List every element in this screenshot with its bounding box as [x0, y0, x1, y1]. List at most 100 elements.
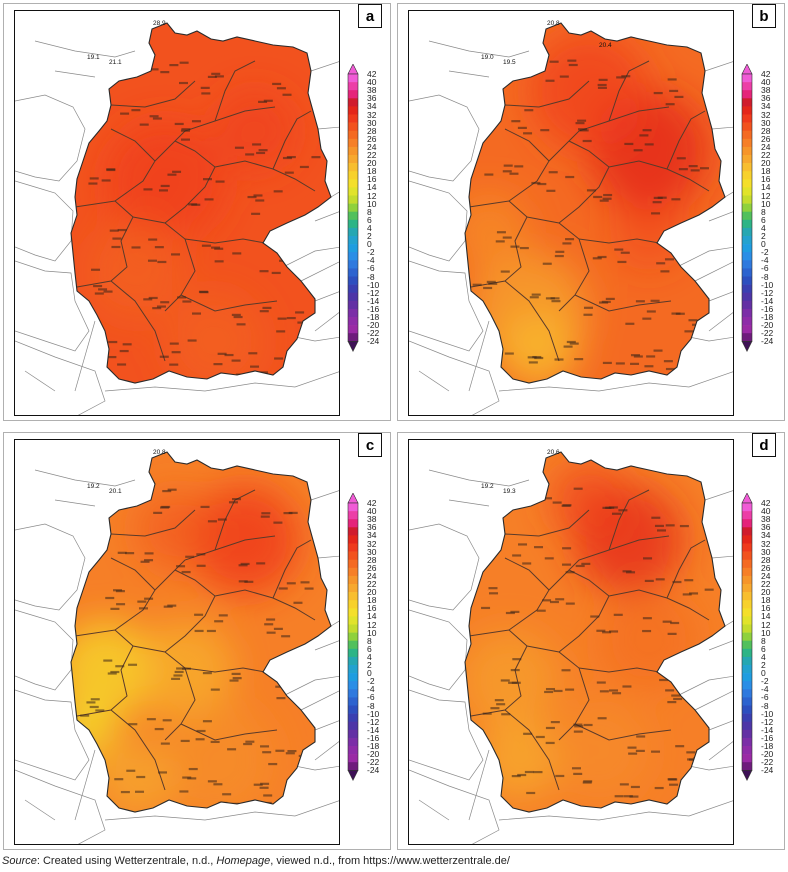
legend-swatch [742, 746, 752, 755]
station-reading [688, 319, 698, 322]
station-reading [111, 245, 121, 249]
map-frame: 19.1 21.1 28.9 [14, 10, 340, 416]
station-reading [549, 600, 559, 604]
legend-tick-label: -14 [761, 724, 774, 735]
station-reading [210, 740, 220, 744]
legend-tick-label: 8 [367, 206, 372, 217]
station-reading [481, 606, 491, 610]
legend-tick-label: 40 [367, 77, 377, 88]
state-border [272, 539, 312, 599]
legend-swatch [348, 608, 358, 617]
legend-swatch [348, 689, 358, 698]
legend-tick-label: -14 [761, 295, 774, 306]
legend-tick-label: -6 [761, 263, 769, 274]
station-reading [629, 795, 639, 798]
station-reading [582, 781, 592, 784]
station-reading [152, 117, 162, 120]
station-markers [80, 488, 314, 805]
station-reading [510, 245, 520, 248]
station-reading [284, 171, 294, 174]
station-reading [263, 794, 273, 797]
station-reading [526, 791, 536, 795]
station-reading [283, 512, 293, 515]
legend-swatch [742, 292, 752, 302]
station-reading [260, 515, 270, 518]
station-reading [689, 592, 699, 595]
legend-swatch [742, 648, 752, 658]
station-reading [472, 283, 482, 286]
station-reading [274, 357, 284, 360]
station-reading [565, 602, 575, 605]
station-reading [286, 316, 296, 320]
legend-swatch [742, 567, 752, 577]
legend-tick-label: 28 [367, 125, 377, 136]
station-reading [231, 359, 241, 362]
station-reading [616, 76, 626, 79]
legend-swatch [348, 260, 358, 269]
legend-tick-label: 32 [367, 109, 377, 120]
station-reading [579, 129, 589, 132]
country-border [409, 94, 480, 182]
station-reading [158, 771, 168, 774]
station-reading [667, 78, 677, 81]
station-reading [674, 95, 684, 99]
temperature-zone [95, 740, 175, 812]
station-reading [511, 775, 521, 778]
station-reading [149, 68, 159, 71]
station-reading [597, 717, 607, 720]
station-reading [148, 238, 158, 241]
country-border [694, 191, 733, 302]
legend-tick-label: 0 [367, 668, 372, 679]
station-reading [214, 260, 224, 263]
station-reading [98, 288, 108, 291]
country-border [310, 61, 339, 130]
station-reading [194, 629, 204, 633]
station-reading [293, 601, 303, 604]
legend-swatch [742, 236, 752, 245]
station-reading [148, 296, 158, 300]
legend-swatch [742, 308, 752, 318]
station-reading [511, 681, 521, 684]
country-border [300, 191, 339, 302]
station-reading [561, 504, 571, 507]
country-border [15, 180, 74, 262]
station-reading [599, 199, 609, 202]
legend-swatch [348, 559, 358, 569]
station-reading [266, 631, 276, 634]
temperature-zone [529, 31, 649, 151]
germany-outline [70, 451, 332, 813]
station-reading [112, 237, 122, 240]
temperature-zone [599, 590, 699, 690]
station-reading [238, 564, 248, 567]
country-border [15, 94, 86, 182]
station-reading [562, 563, 572, 566]
station-reading [261, 512, 271, 515]
state-border [184, 238, 266, 244]
legend-swatch [348, 284, 358, 293]
station-reading [140, 560, 150, 563]
station-reading [117, 363, 127, 366]
legend-tick-label: -14 [367, 295, 380, 306]
country-border [428, 469, 530, 507]
station-reading [108, 340, 118, 344]
station-reading [160, 71, 170, 74]
station-reading [581, 562, 591, 565]
country-border [15, 340, 106, 415]
station-reading [177, 296, 187, 299]
station-reading [136, 775, 146, 779]
station-reading [271, 271, 281, 275]
station-reading [89, 177, 99, 180]
legend-tick-label: 20 [367, 158, 377, 169]
legend-swatch [742, 616, 752, 625]
legend-swatch [348, 681, 358, 690]
station-reading [553, 689, 563, 693]
station-reading [653, 91, 663, 95]
legend-tick-label: 34 [761, 101, 771, 112]
legend-arrow-top [347, 64, 359, 75]
station-reading [247, 195, 257, 199]
country-border [409, 609, 468, 691]
legend-swatch [742, 721, 752, 731]
station-reading [185, 555, 195, 558]
color-legend: 42 40 38 36 34 32 30 28 26 24 22 20 18 16 14 12 10 8 6 4 2 0-… [739, 64, 784, 369]
legend-swatch [742, 317, 752, 326]
